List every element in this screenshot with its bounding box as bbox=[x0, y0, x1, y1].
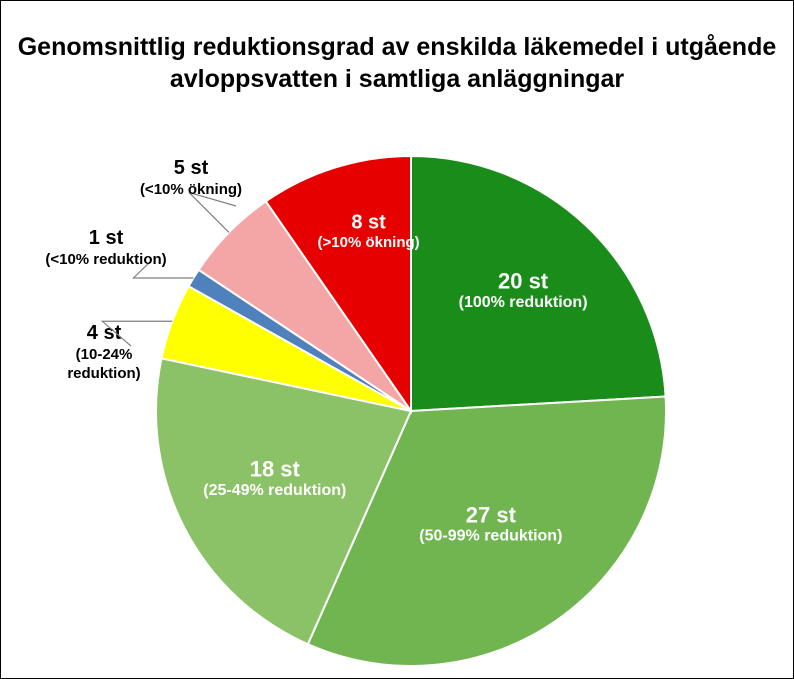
slice-label-s10_24: 4 st(10-24% reduktion) bbox=[49, 321, 159, 384]
slice-count-slt10r: 1 st bbox=[21, 226, 191, 251]
slice-label-slt10r: 1 st(<10% reduktion) bbox=[21, 226, 191, 270]
slice-count-s50_99: 27 st bbox=[466, 502, 517, 527]
slice-desc-s25_49: (25-49% reduktion) bbox=[203, 482, 346, 499]
slice-count-slt10o: 5 st bbox=[121, 156, 261, 181]
slice-count-s25_49: 18 st bbox=[250, 457, 301, 482]
slice-desc-s100: (100% reduktion) bbox=[459, 294, 588, 311]
slice-desc-slt10r: (<10% reduktion) bbox=[21, 251, 191, 270]
slice-desc-slt10o: (<10% ökning) bbox=[121, 181, 261, 200]
slice-count-s100: 20 st bbox=[498, 268, 549, 293]
pie-chart: 20 st(100% reduktion) 27 st(50-99% redukt… bbox=[150, 150, 672, 672]
slice-desc-s10_24: (10-24% reduktion) bbox=[49, 346, 159, 384]
slice-count-s10_24: 4 st bbox=[49, 321, 159, 346]
chart-frame: { "title": "Genomsnittlig reduktionsgrad… bbox=[0, 0, 794, 679]
slice-count-sgt10o: 8 st bbox=[351, 211, 386, 233]
slice-label-slt10o: 5 st(<10% ökning) bbox=[121, 156, 261, 200]
chart-title: Genomsnittlig reduktionsgrad av enskilda… bbox=[1, 31, 793, 95]
slice-desc-sgt10o: (>10% ökning) bbox=[318, 234, 420, 251]
slice-desc-s50_99: (50-99% reduktion) bbox=[419, 528, 562, 545]
